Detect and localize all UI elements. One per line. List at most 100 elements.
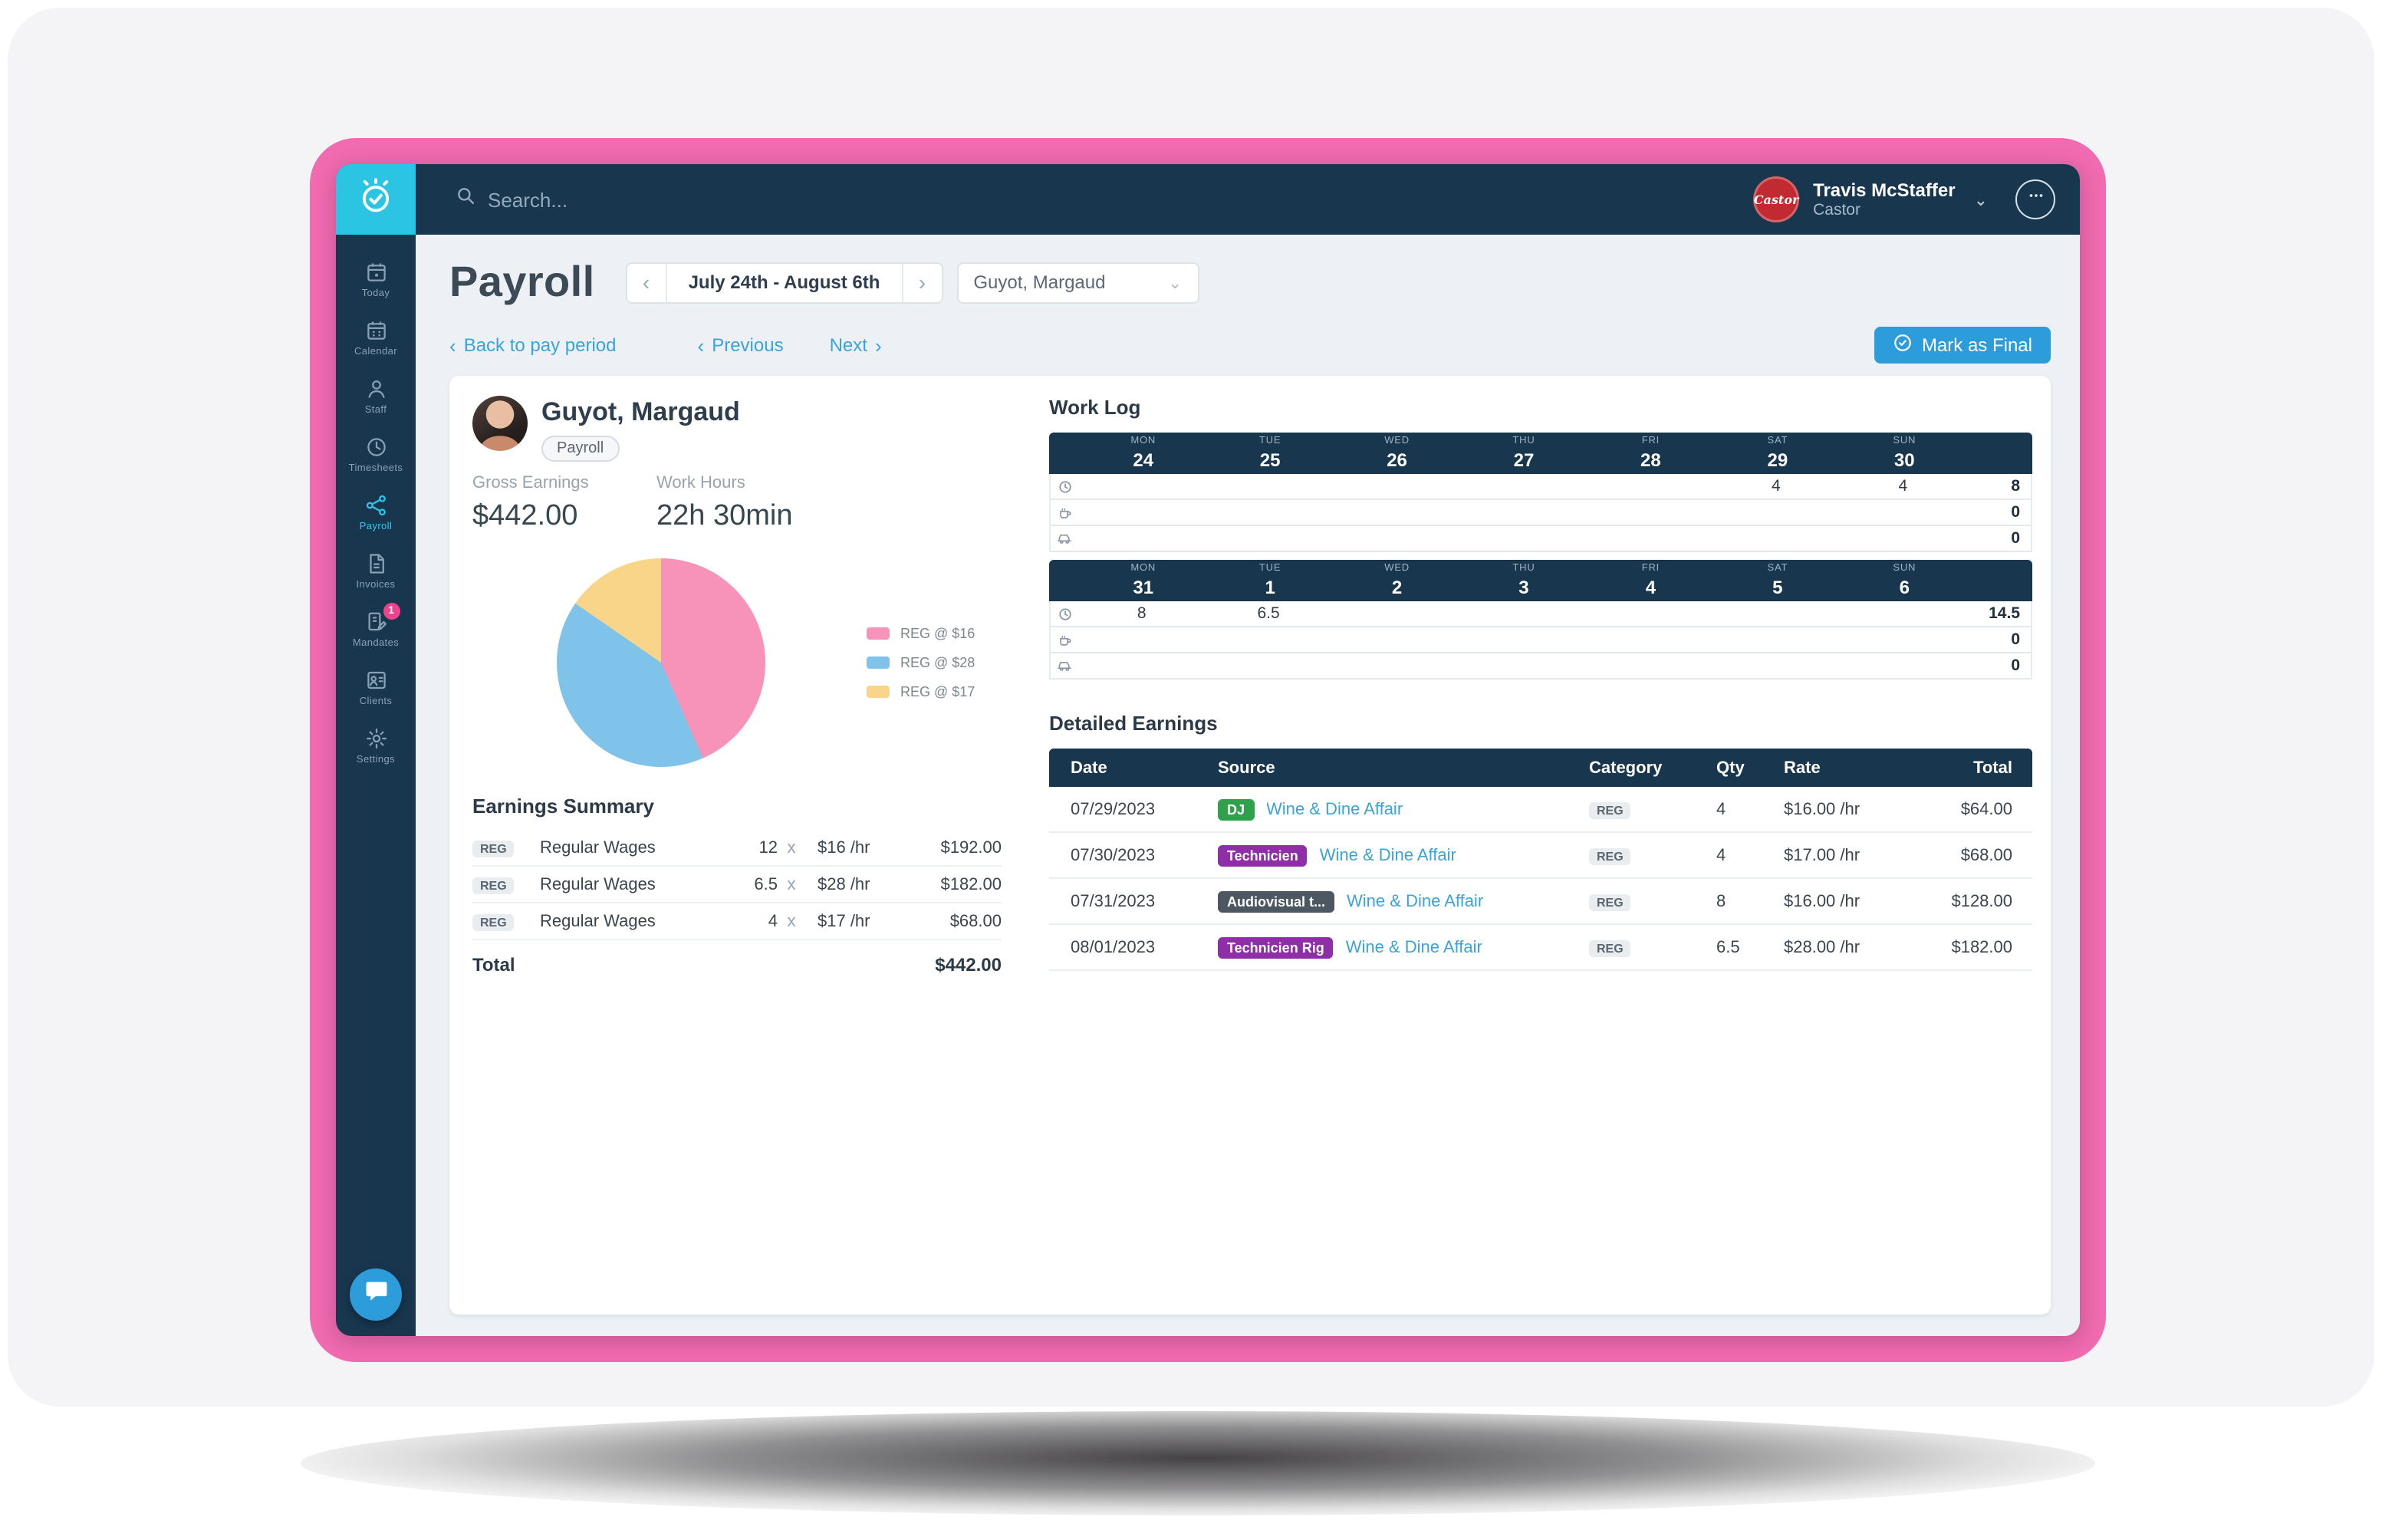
sidebar-item-staff[interactable]: Staff bbox=[336, 367, 416, 425]
sidebar-item-invoices[interactable]: Invoices bbox=[336, 541, 416, 600]
sidebar-item-label: Calendar bbox=[354, 347, 397, 357]
work-log-title: Work Log bbox=[1049, 396, 1141, 419]
day-header: MON 31 bbox=[1130, 563, 1156, 598]
category-badge: REG bbox=[472, 877, 515, 893]
org-logo-text: Castor bbox=[1753, 192, 1799, 207]
earnings-rate: $28 /hr bbox=[818, 875, 870, 893]
legend-label: REG @ $16 bbox=[900, 626, 976, 641]
detailed-earnings-table: 07/29/2023 DJ Wine & Dine Affair REG 4 $… bbox=[1049, 787, 2032, 971]
work-detail-panel: Work Log MON 24 TUE 25 WED bbox=[1002, 376, 2051, 971]
day-header: SAT 5 bbox=[1767, 563, 1788, 598]
chevron-left-icon: ‹ bbox=[697, 334, 705, 357]
earnings-summary-row: REG Regular Wages 4 x $17 /hr $68.00 bbox=[472, 903, 1002, 940]
previous-link[interactable]: ‹ Previous bbox=[698, 334, 784, 357]
period-prev-button[interactable]: ‹ bbox=[627, 263, 667, 301]
sidebar-item-timesheets[interactable]: Timesheets bbox=[336, 425, 416, 483]
detailed-earnings-row: 07/30/2023 Technicien Wine & Dine Affair… bbox=[1049, 833, 2032, 879]
legend-swatch bbox=[867, 686, 890, 698]
messages-button[interactable] bbox=[2015, 179, 2055, 219]
sidebar-item-label: Payroll bbox=[359, 522, 393, 532]
sidebar-item-today[interactable]: Today bbox=[336, 250, 416, 308]
source-link[interactable]: Wine & Dine Affair bbox=[1345, 938, 1482, 956]
sidebar-item-payroll[interactable]: Payroll bbox=[336, 483, 416, 541]
earnings-total-label: Total bbox=[472, 954, 515, 976]
work-log-travel-row: 0 bbox=[1051, 526, 2031, 552]
cell-total: $182.00 bbox=[1951, 938, 2012, 956]
user-menu[interactable]: Castor Travis McStaffer Castor ⌄ bbox=[1753, 164, 1988, 235]
cell-total: $68.00 bbox=[1960, 846, 2012, 864]
multiply-sign: x bbox=[787, 875, 796, 893]
earnings-description: Regular Wages bbox=[540, 875, 656, 893]
legend-swatch bbox=[867, 627, 890, 640]
clock-icon bbox=[364, 436, 387, 459]
car-icon bbox=[1051, 531, 1078, 546]
employee-dropdown[interactable]: Guyot, Margaud ⌄ bbox=[956, 262, 1199, 303]
cell-rate: $17.00 /hr bbox=[1784, 846, 1861, 864]
sidebar-item-settings[interactable]: Settings bbox=[336, 716, 416, 775]
day-header: SUN 6 bbox=[1893, 563, 1916, 598]
earnings-qty: 6.5 bbox=[754, 875, 778, 893]
cell-qty: 4 bbox=[1716, 846, 1726, 864]
category-badge: REG bbox=[1589, 893, 1631, 910]
pie-legend: REG @ $16 REG @ $28 bbox=[867, 612, 975, 713]
detailed-earnings-row: 08/01/2023 Technicien Rig Wine & Dine Af… bbox=[1049, 925, 2032, 971]
main-content: Payroll ‹ July 24th - August 6th › Guyot… bbox=[416, 235, 2080, 1336]
sidebar-item-label: Staff bbox=[364, 405, 387, 416]
search-input[interactable] bbox=[488, 188, 979, 211]
chat-bubble-icon bbox=[363, 1278, 389, 1311]
period-next-button[interactable]: › bbox=[901, 263, 941, 301]
sidebar-item-calendar[interactable]: Calendar bbox=[336, 308, 416, 367]
previous-label: Previous bbox=[712, 334, 784, 356]
legend-item: REG @ $28 bbox=[867, 655, 975, 670]
next-link[interactable]: Next › bbox=[830, 334, 882, 357]
device-frame: Castor Travis McStaffer Castor ⌄ bbox=[310, 138, 2106, 1362]
source-badge: DJ bbox=[1218, 798, 1255, 820]
work-log-hours-row: 8 6.5 14.5 bbox=[1051, 601, 2031, 627]
chat-launcher-button[interactable] bbox=[350, 1269, 402, 1321]
source-link[interactable]: Wine & Dine Affair bbox=[1347, 892, 1484, 910]
col-total: Total bbox=[1973, 758, 2012, 777]
day-header: WED 26 bbox=[1384, 436, 1410, 471]
worklog-row-total: 0 bbox=[2011, 503, 2020, 522]
gross-earnings-label: Gross Earnings bbox=[472, 474, 589, 492]
source-link[interactable]: Wine & Dine Affair bbox=[1319, 846, 1456, 864]
cell-date: 07/30/2023 bbox=[1071, 846, 1156, 864]
search-bar[interactable] bbox=[456, 164, 1753, 235]
sidebar-item-label: Invoices bbox=[356, 580, 396, 591]
employee-summary-panel: Guyot, Margaud Payroll Gross Earnings $4… bbox=[449, 376, 1002, 976]
col-date: Date bbox=[1071, 758, 1107, 777]
clock-icon bbox=[1051, 479, 1078, 493]
legend-label: REG @ $28 bbox=[900, 655, 976, 670]
source-link[interactable]: Wine & Dine Affair bbox=[1266, 800, 1403, 818]
multiply-sign: x bbox=[787, 912, 796, 930]
sidebar-item-mandates[interactable]: 1 Mandates bbox=[336, 600, 416, 658]
sidebar-item-label: Timesheets bbox=[348, 463, 403, 474]
detailed-earnings-row: 07/31/2023 Audiovisual t... Wine & Dine … bbox=[1049, 879, 2032, 925]
earnings-qty: 4 bbox=[768, 912, 778, 930]
back-to-pay-period-link[interactable]: ‹ Back to pay period bbox=[449, 334, 617, 357]
category-badge: REG bbox=[472, 840, 515, 857]
work-log-hours-row: 4 4 8 bbox=[1051, 474, 2031, 500]
cell-source: Technicien Wine & Dine Affair bbox=[1218, 844, 1589, 866]
app-logo-button[interactable] bbox=[336, 164, 416, 235]
cell-source: DJ Wine & Dine Affair bbox=[1218, 798, 1589, 820]
payroll-detail-card: Guyot, Margaud Payroll Gross Earnings $4… bbox=[449, 376, 2051, 1315]
col-qty: Qty bbox=[1716, 758, 1745, 777]
page-title: Payroll bbox=[449, 258, 595, 305]
logo-check-icon bbox=[356, 176, 396, 223]
col-rate: Rate bbox=[1784, 758, 1821, 777]
work-log-breaks-row: 0 bbox=[1051, 500, 2031, 526]
app-window: Castor Travis McStaffer Castor ⌄ bbox=[336, 164, 2080, 1336]
mark-as-final-button[interactable]: Mark as Final bbox=[1874, 327, 2051, 364]
col-source: Source bbox=[1218, 758, 1275, 777]
coffee-icon bbox=[1051, 633, 1078, 647]
earnings-summary-table: REG Regular Wages 12 x $16 /hr $192.00 bbox=[472, 830, 1002, 940]
role-badge: Payroll bbox=[541, 436, 620, 462]
category-badge: REG bbox=[1589, 801, 1631, 818]
cell-qty: 8 bbox=[1716, 892, 1726, 910]
worklog-cell: 4 bbox=[1772, 477, 1781, 495]
back-link-label: Back to pay period bbox=[463, 334, 617, 356]
sidebar-item-clients[interactable]: Clients bbox=[336, 658, 416, 716]
employee-dropdown-value: Guyot, Margaud bbox=[973, 271, 1106, 293]
